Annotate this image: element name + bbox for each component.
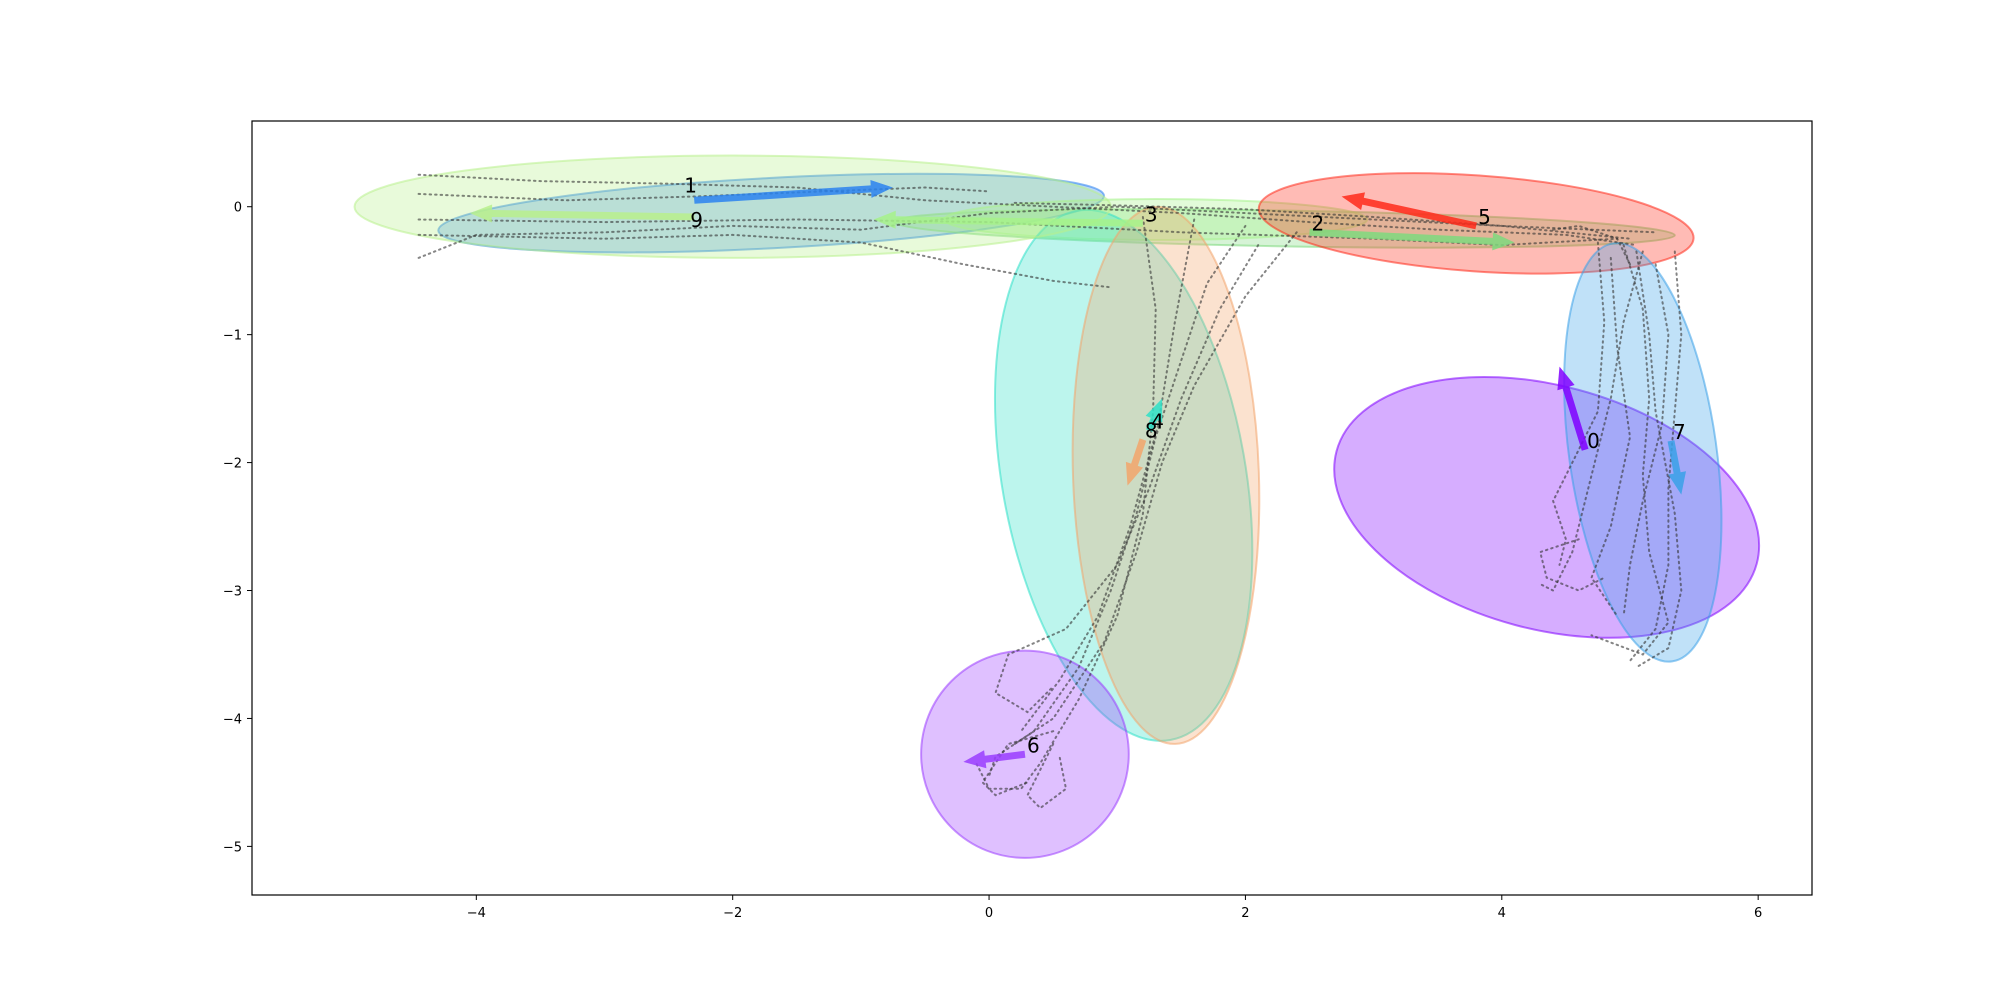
trajectory-4 xyxy=(417,205,1631,259)
trajectory-19 xyxy=(1635,250,1683,669)
plot-area xyxy=(353,154,1761,859)
cluster-arrow-9 xyxy=(469,204,695,223)
trajectory-18 xyxy=(1552,241,1606,566)
cluster-arrow-2 xyxy=(1309,228,1515,251)
y-tick-label: −3 xyxy=(223,585,242,600)
trajectory-10 xyxy=(975,216,1157,790)
cluster-arrow-3 xyxy=(873,210,1143,229)
trajectory-15 xyxy=(1622,263,1670,618)
trajectory-9 xyxy=(1013,231,1298,745)
cluster-arrow-6 xyxy=(963,750,1026,769)
trajectory-5 xyxy=(1013,201,1657,234)
trajectory-21 xyxy=(1539,538,1606,592)
cluster-ellipse-0 xyxy=(1333,375,1761,639)
x-tick-label: −4 xyxy=(467,906,486,921)
cluster-ellipse-1 xyxy=(437,172,1105,254)
y-tick-label: −4 xyxy=(223,712,242,727)
trajectory-7 xyxy=(988,224,1247,777)
cluster-label-6: 6 xyxy=(1027,733,1040,757)
cluster-label-1: 1 xyxy=(684,173,697,197)
axes-frame xyxy=(251,120,1813,896)
trajectory-6 xyxy=(1552,224,1631,266)
x-tick-label: 2 xyxy=(1241,906,1249,921)
trajectory-layer xyxy=(417,173,1683,810)
cluster-label-9: 9 xyxy=(690,208,703,232)
cluster-arrow-4 xyxy=(1145,398,1163,432)
y-tick-label: 0 xyxy=(234,201,242,216)
trajectory-20 xyxy=(1590,256,1632,618)
y-tick-label: −1 xyxy=(223,329,242,344)
y-axis: 0 −1 −2 −3 −4 −5 xyxy=(223,201,252,855)
trajectory-14 xyxy=(1539,250,1644,592)
cluster-ellipse-4 xyxy=(993,208,1254,742)
x-tick-label: −2 xyxy=(723,906,742,921)
trajectory-12 xyxy=(1026,743,1068,810)
ellipse-layer xyxy=(353,154,1761,859)
trajectory-16 xyxy=(1629,250,1683,662)
x-tick-label: 6 xyxy=(1754,906,1762,921)
cluster-arrow-0 xyxy=(1557,366,1589,451)
x-axis: −4 −2 0 2 4 6 xyxy=(467,895,1762,921)
trajectory-3 xyxy=(417,233,1112,289)
cluster-arrow-8 xyxy=(1125,438,1147,486)
y-tick-label: −2 xyxy=(223,457,242,472)
y-tick-label: −5 xyxy=(223,840,242,855)
cluster-label-4: 4 xyxy=(1151,410,1164,434)
trajectory-1 xyxy=(417,186,991,202)
trajectory-17 xyxy=(1590,244,1670,656)
cluster-label-0: 0 xyxy=(1587,429,1600,453)
trajectory-0 xyxy=(417,173,1638,247)
trajectory-8 xyxy=(994,244,1260,714)
cluster-label-layer: 0 1 2 3 4 5 6 7 8 9 xyxy=(684,173,1685,757)
cluster-arrow-1 xyxy=(694,180,893,204)
cluster-label-3: 3 xyxy=(1145,202,1158,226)
x-tick-label: 4 xyxy=(1498,906,1506,921)
cluster-ellipse-7 xyxy=(1563,242,1723,663)
cluster-label-2: 2 xyxy=(1312,211,1325,235)
cluster-label-5: 5 xyxy=(1478,205,1491,229)
cluster-ellipse-9 xyxy=(353,154,1112,259)
cluster-label-7: 7 xyxy=(1673,420,1686,444)
trajectory-11 xyxy=(1020,218,1196,733)
cluster-arrow-5 xyxy=(1341,192,1477,230)
cluster-arrow-7 xyxy=(1667,440,1686,495)
arrow-layer xyxy=(469,180,1686,769)
trajectory-13 xyxy=(981,730,1055,797)
cluster-label-8: 8 xyxy=(1145,419,1158,443)
x-tick-label: 0 xyxy=(985,906,993,921)
